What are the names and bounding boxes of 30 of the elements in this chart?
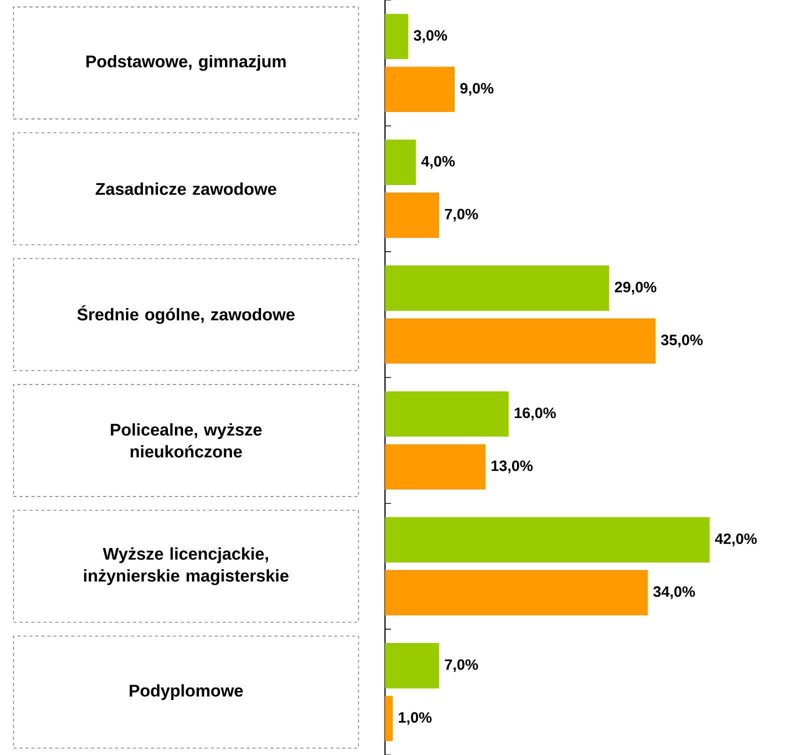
y-tick-label: Policealne, wyższe nieukończone: [110, 423, 262, 458]
data-label: 9,0%: [460, 82, 494, 96]
data-label: 1,0%: [398, 712, 432, 725]
data-label: 3,0%: [414, 30, 448, 43]
bar: [385, 192, 440, 238]
bar: [385, 318, 656, 364]
bar: [385, 140, 416, 185]
data-label: 29,0%: [614, 282, 656, 295]
bar: [385, 391, 509, 437]
data-label: 16,0%: [514, 408, 556, 420]
y-tick-label: Podyplomowe: [130, 684, 243, 700]
bar: [385, 517, 710, 562]
bar: [385, 444, 486, 490]
bar: [385, 14, 408, 60]
bar: [385, 570, 648, 616]
data-label: 7,0%: [444, 208, 478, 222]
bar: [385, 266, 610, 311]
data-label: 42,0%: [715, 533, 757, 546]
y-tick-label: Podstawowe, gimnazjum: [86, 54, 286, 71]
bar: [385, 66, 455, 112]
bar: [385, 696, 393, 742]
data-label: 35,0%: [661, 334, 703, 348]
data-label: 34,0%: [653, 586, 695, 600]
data-label: 7,0%: [444, 659, 478, 672]
y-tick-label: Średnie ogólne, zawodowe: [77, 305, 295, 324]
bar: [385, 643, 440, 688]
data-label: 4,0%: [421, 156, 455, 169]
y-tick-label: Wyższe licencjackie, inżynierskie magisterskie: [84, 547, 288, 586]
data-label: 13,0%: [492, 460, 533, 474]
y-tick-label: Zasadnicze zawodowe: [96, 182, 276, 195]
